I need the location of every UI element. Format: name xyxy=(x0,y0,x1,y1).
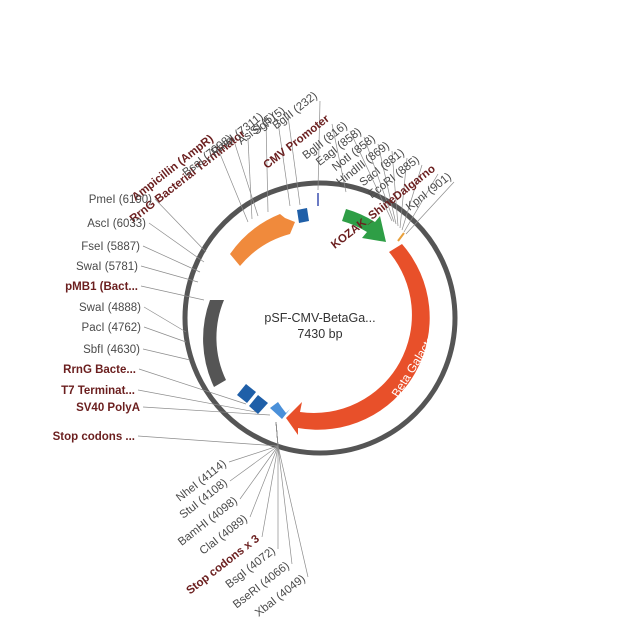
feature-beta-galactosidase[interactable] xyxy=(286,244,430,435)
left-leader-4 xyxy=(140,285,205,301)
top-leader-14 xyxy=(403,173,439,233)
left-leader-3 xyxy=(140,265,199,283)
left-label-1: AscI (6033) xyxy=(87,218,146,230)
left-label-8: RrnG Bacte... xyxy=(63,364,136,376)
left-leader-10 xyxy=(142,406,271,416)
left-label-3: SwaI (5781) xyxy=(76,261,138,273)
plasmid-size: 7430 bp xyxy=(297,327,342,341)
left-leader-7 xyxy=(142,348,191,361)
left-leader-0 xyxy=(154,198,207,253)
bottom-leader-1 xyxy=(229,421,279,482)
bottom-labels: NheI (4114)StuI (4108)BamHI (4098)ClaI (… xyxy=(174,458,308,620)
left-label-0: PmeI (6190) xyxy=(89,194,152,206)
top-leader-0 xyxy=(247,138,253,220)
plasmid-backbone-ring xyxy=(182,180,458,456)
left-label-5: SwaI (4888) xyxy=(79,302,141,314)
left-leader-9 xyxy=(137,389,257,413)
top-leader-7 xyxy=(331,123,347,193)
left-label-2: FseI (5887) xyxy=(81,241,140,253)
top-leader-3 xyxy=(287,115,301,206)
top-leader-4 xyxy=(317,100,321,191)
top-leader-8 xyxy=(349,130,393,222)
left-labels: PmeI (6190) AscI (6033) FseI (5887) SwaI (5… xyxy=(53,194,153,443)
left-label-10: SV40 PolyA xyxy=(76,402,140,414)
top-leader-13 xyxy=(401,164,423,231)
bottom-leader-7 xyxy=(275,421,309,578)
feature-sv40-polya[interactable] xyxy=(270,402,290,419)
bottom-leader-6 xyxy=(275,421,293,565)
top-leader-15 xyxy=(405,181,455,235)
left-leader-1 xyxy=(148,222,205,263)
top-leader-10 xyxy=(377,143,397,225)
leader-lines xyxy=(137,100,455,578)
top-leader-2 xyxy=(277,121,291,207)
feature-rrng-terminator-upper[interactable] xyxy=(297,208,309,223)
left-leader-2 xyxy=(142,245,201,273)
left-leader-8 xyxy=(138,368,247,405)
top-leader-6 xyxy=(215,143,249,223)
left-leader-6 xyxy=(143,326,187,343)
left-leader-11 xyxy=(137,435,279,447)
left-label-6: PacI (4762) xyxy=(82,322,142,334)
top-leader-1 xyxy=(265,121,269,213)
top-leader-5 xyxy=(234,143,259,217)
top-leader-11 xyxy=(391,150,399,227)
left-label-11: Stop codons ... xyxy=(53,431,135,443)
feature-ampicillin[interactable] xyxy=(230,214,295,266)
top-leader-12 xyxy=(399,157,408,229)
left-label-9: T7 Terminat... xyxy=(61,385,135,397)
feature-cmv-promoter[interactable] xyxy=(342,209,386,242)
feature-kozak-tick xyxy=(397,232,405,242)
left-label-7: SbfI (4630) xyxy=(83,344,140,356)
left-label-4: pMB1 (Bact... xyxy=(65,281,138,293)
left-leader-5 xyxy=(143,306,187,333)
feature-rrng-terminator-lower[interactable] xyxy=(237,384,256,403)
feature-t7-terminator[interactable] xyxy=(249,395,268,414)
feature-pmb1-origin[interactable] xyxy=(203,300,226,387)
plasmid-name: pSF-CMV-BetaGa... xyxy=(264,311,375,325)
top-leader-9 xyxy=(363,136,395,223)
